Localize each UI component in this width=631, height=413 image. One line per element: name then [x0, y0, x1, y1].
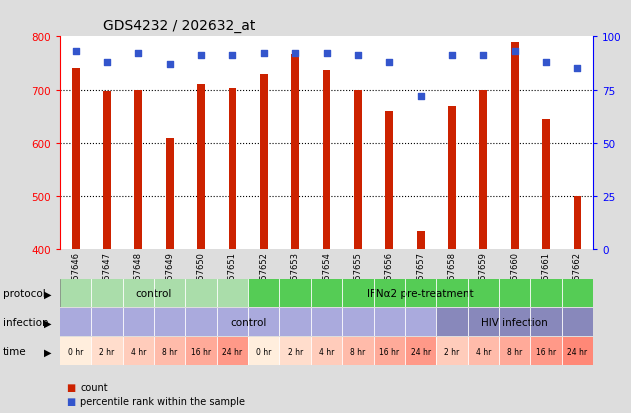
- Bar: [292, 55, 299, 250]
- Text: GDS4232 / 202632_at: GDS4232 / 202632_at: [103, 19, 255, 33]
- Bar: [134, 90, 142, 250]
- Bar: [342, 337, 374, 366]
- Bar: [280, 337, 311, 366]
- Point: [321, 51, 332, 57]
- Bar: [122, 337, 154, 366]
- Text: 16 hr: 16 hr: [536, 347, 556, 356]
- Text: 2 hr: 2 hr: [444, 347, 459, 356]
- Bar: [186, 337, 217, 366]
- Text: 8 hr: 8 hr: [350, 347, 365, 356]
- Point: [259, 51, 269, 57]
- Bar: [72, 69, 80, 250]
- Point: [165, 62, 175, 68]
- Bar: [166, 139, 174, 250]
- Text: 4 hr: 4 hr: [319, 347, 334, 356]
- Bar: [405, 337, 436, 366]
- Bar: [436, 337, 468, 366]
- Text: IFNα2 pre-treatment: IFNα2 pre-treatment: [367, 289, 474, 299]
- Text: control: control: [136, 289, 172, 299]
- Point: [416, 93, 426, 100]
- Bar: [448, 106, 456, 250]
- Bar: [416, 231, 425, 250]
- Bar: [574, 197, 581, 250]
- Text: 24 hr: 24 hr: [222, 347, 242, 356]
- Bar: [322, 71, 331, 250]
- Bar: [311, 337, 342, 366]
- Bar: [248, 280, 593, 308]
- Bar: [531, 337, 562, 366]
- Bar: [354, 90, 362, 250]
- Bar: [436, 309, 593, 337]
- Point: [71, 49, 81, 55]
- Point: [227, 53, 237, 59]
- Text: count: count: [80, 382, 108, 392]
- Bar: [468, 337, 499, 366]
- Point: [478, 53, 488, 59]
- Bar: [103, 92, 111, 250]
- Point: [196, 53, 206, 59]
- Bar: [562, 337, 593, 366]
- Point: [353, 53, 363, 59]
- Text: 16 hr: 16 hr: [191, 347, 211, 356]
- Text: 8 hr: 8 hr: [162, 347, 177, 356]
- Point: [447, 53, 457, 59]
- Text: time: time: [3, 347, 27, 356]
- Bar: [60, 280, 248, 308]
- Text: ▶: ▶: [44, 289, 52, 299]
- Bar: [511, 43, 519, 250]
- Text: percentile rank within the sample: percentile rank within the sample: [80, 396, 245, 406]
- Text: ■: ■: [66, 382, 76, 392]
- Text: 0 hr: 0 hr: [256, 347, 271, 356]
- Point: [102, 59, 112, 66]
- Point: [384, 59, 394, 66]
- Text: 4 hr: 4 hr: [131, 347, 146, 356]
- Text: infection: infection: [3, 318, 49, 328]
- Bar: [154, 337, 186, 366]
- Text: 8 hr: 8 hr: [507, 347, 522, 356]
- Bar: [60, 309, 436, 337]
- Text: ▶: ▶: [44, 318, 52, 328]
- Point: [541, 59, 551, 66]
- Text: 2 hr: 2 hr: [288, 347, 303, 356]
- Point: [133, 51, 143, 57]
- Bar: [91, 337, 122, 366]
- Bar: [228, 89, 237, 250]
- Text: 16 hr: 16 hr: [379, 347, 399, 356]
- Text: ■: ■: [66, 396, 76, 406]
- Text: 24 hr: 24 hr: [567, 347, 587, 356]
- Bar: [386, 112, 393, 250]
- Bar: [480, 90, 487, 250]
- Bar: [260, 74, 268, 250]
- Bar: [248, 337, 280, 366]
- Point: [290, 51, 300, 57]
- Text: 0 hr: 0 hr: [68, 347, 83, 356]
- Text: 24 hr: 24 hr: [411, 347, 431, 356]
- Bar: [374, 337, 405, 366]
- Point: [572, 66, 582, 72]
- Text: control: control: [230, 318, 266, 328]
- Text: ▶: ▶: [44, 347, 52, 356]
- Bar: [542, 120, 550, 250]
- Bar: [197, 85, 205, 250]
- Text: protocol: protocol: [3, 289, 46, 299]
- Text: 2 hr: 2 hr: [99, 347, 115, 356]
- Bar: [60, 337, 91, 366]
- Point: [510, 49, 520, 55]
- Text: 4 hr: 4 hr: [476, 347, 491, 356]
- Text: HIV infection: HIV infection: [481, 318, 548, 328]
- Bar: [217, 337, 248, 366]
- Bar: [499, 337, 531, 366]
